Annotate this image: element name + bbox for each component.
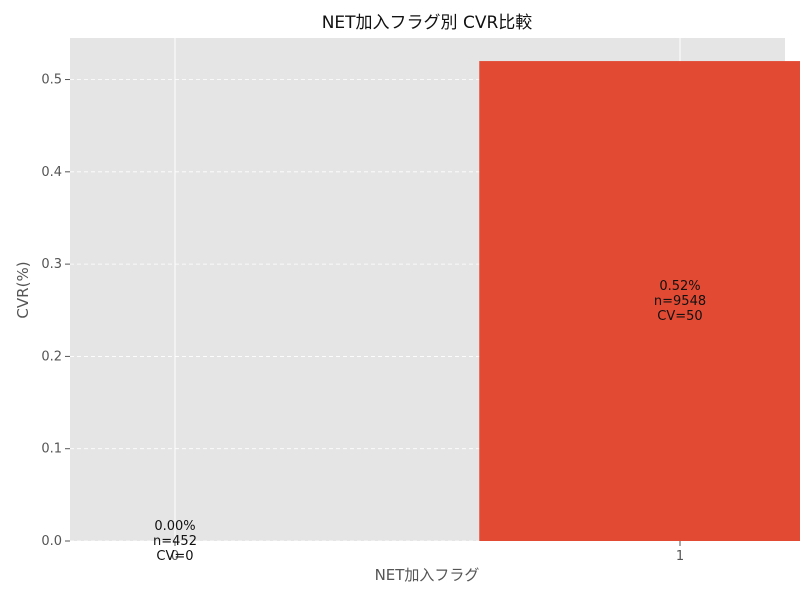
data-label: CV=0: [156, 549, 193, 564]
x-tick-label: 0: [171, 549, 179, 564]
chart-title: NET加入フラグ別 CVR比較: [322, 13, 533, 33]
y-axis-label: CVR(%): [14, 261, 32, 318]
bars: [479, 61, 800, 541]
y-tick-label: 0.4: [41, 165, 62, 180]
y-tick-label: 0.2: [41, 349, 62, 364]
data-label: n=452: [153, 534, 197, 549]
x-axis-label: NET加入フラグ: [375, 566, 480, 584]
bar-1: [479, 61, 800, 541]
tick-labels: 0.0 0.1 0.2 0.3 0.4 0.5 0 1: [41, 73, 684, 564]
data-label: CV=50: [657, 309, 702, 324]
y-tick-label: 0.3: [41, 257, 62, 272]
x-tick-label: 1: [676, 549, 684, 564]
data-label: 0.52%: [659, 279, 700, 294]
y-tick-label: 0.1: [41, 442, 62, 457]
y-tick-label: 0.0: [41, 534, 62, 549]
data-label: 0.00%: [154, 519, 195, 534]
y-tick-label: 0.5: [41, 73, 62, 88]
data-label: n=9548: [654, 294, 706, 309]
